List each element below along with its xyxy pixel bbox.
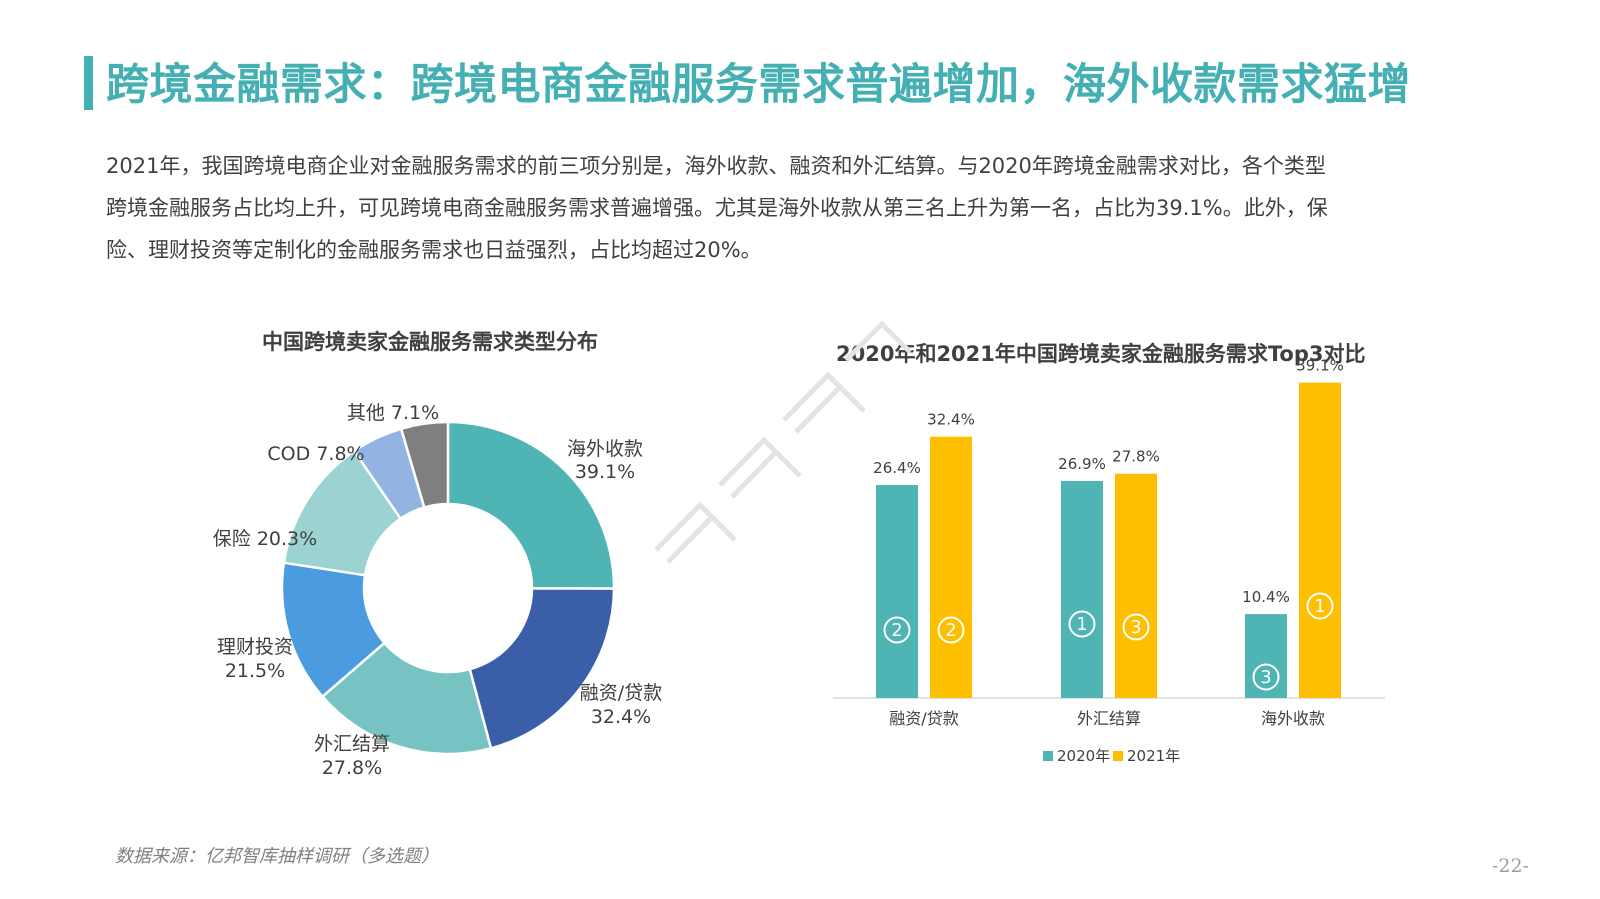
pie-slice-value: 21.5% (225, 660, 285, 682)
rank-badge-ring (883, 616, 911, 644)
pie-slice-name: 保险 (213, 528, 257, 550)
bar-2021年 (1115, 473, 1157, 698)
page-title: 跨境金融需求：跨境电商金融服务需求普遍增加，海外收款需求猛增 (106, 60, 1411, 110)
pie-slice-value: 39.1% (575, 461, 635, 483)
rank-badge-ring (937, 616, 965, 644)
rank-badge-number: 2 (891, 620, 902, 641)
pie-slice (468, 587, 616, 750)
category-tick-label: 海外收款 (1261, 709, 1325, 728)
rank-badge-ring (1068, 610, 1096, 638)
rank-badge-number: 3 (1130, 617, 1141, 638)
bar-2020年 (1061, 481, 1103, 698)
pie-slice-name: 外汇结算 (314, 733, 390, 755)
pie-slice (446, 420, 616, 590)
pie-slice-name: COD (267, 443, 316, 465)
bar-chart-title: 2020年和2021年中国跨境卖家金融服务需求Top3对比 (836, 342, 1366, 366)
bar-value-label: 27.8% (1112, 448, 1160, 466)
page-number: -22- (1492, 855, 1530, 877)
title-accent-bar (84, 56, 93, 110)
legend-label: 2021年 (1127, 747, 1180, 765)
bar-2021年 (1299, 382, 1341, 698)
pie-slice-value: 7.8% (316, 443, 364, 465)
data-source-note: 数据来源：亿邦智库抽样调研（多选题） (115, 846, 439, 867)
rank-badge-number: 1 (1076, 614, 1087, 635)
bar-value-label: 39.1% (1296, 357, 1344, 375)
pie-slice-name: 海外收款 (567, 438, 643, 460)
pie-slice (399, 420, 450, 509)
legend-label: 2020年 (1057, 747, 1110, 765)
pie-slice-name: 其他 (347, 402, 391, 424)
bar-value-label: 26.4% (873, 459, 921, 477)
legend-swatch (1043, 751, 1053, 761)
rank-badge-number: 2 (945, 620, 956, 641)
rank-badge-ring (1306, 592, 1334, 620)
bar-2020年 (1245, 614, 1287, 698)
pie-slice-name: 理财投资 (217, 636, 293, 658)
pie-chart-title: 中国跨境卖家金融服务需求类型分布 (262, 330, 598, 354)
intro-line: 跨境金融服务占比均上升，可见跨境电商金融服务需求普遍增强。尤其是海外收款从第三名… (106, 196, 1328, 220)
intro-line: 2021年，我国跨境电商企业对金融服务需求的前三项分别是，海外收款、融资和外汇结… (106, 154, 1326, 178)
rank-badge-ring (1252, 663, 1280, 691)
category-tick-label: 融资/贷款 (889, 709, 958, 728)
intro-line: 险、理财投资等定制化的金融服务需求也日益强烈，占比均超过20%。 (106, 238, 762, 262)
rank-badge-ring (1122, 613, 1150, 641)
legend-swatch (1113, 751, 1123, 761)
bar-value-label: 32.4% (927, 411, 975, 429)
pie-slice-label: 保险 20.3% (213, 528, 317, 550)
pie-slice-label: COD 7.8% (267, 443, 364, 465)
pie-slice (320, 641, 493, 756)
intro-paragraph: 2021年，我国跨境电商企业对金融服务需求的前三项分别是，海外收款、融资和外汇结… (106, 145, 1506, 271)
bar-value-label: 26.9% (1058, 455, 1106, 473)
pie-slice-value: 32.4% (591, 706, 651, 728)
pie-slice-value: 7.1% (391, 402, 439, 424)
rank-badge-number: 1 (1314, 596, 1325, 617)
bar-value-label: 10.4% (1242, 588, 1290, 606)
rank-badge-number: 3 (1260, 667, 1271, 688)
bar-2021年 (930, 436, 972, 698)
pie-slice-value: 27.8% (322, 757, 382, 779)
category-tick-label: 外汇结算 (1077, 709, 1141, 728)
pie-slice-name: 融资/贷款 (580, 682, 662, 704)
pie-slice-label: 其他 7.1% (347, 402, 439, 424)
bar-2020年 (876, 485, 918, 698)
pie-slice-value: 20.3% (257, 528, 317, 550)
